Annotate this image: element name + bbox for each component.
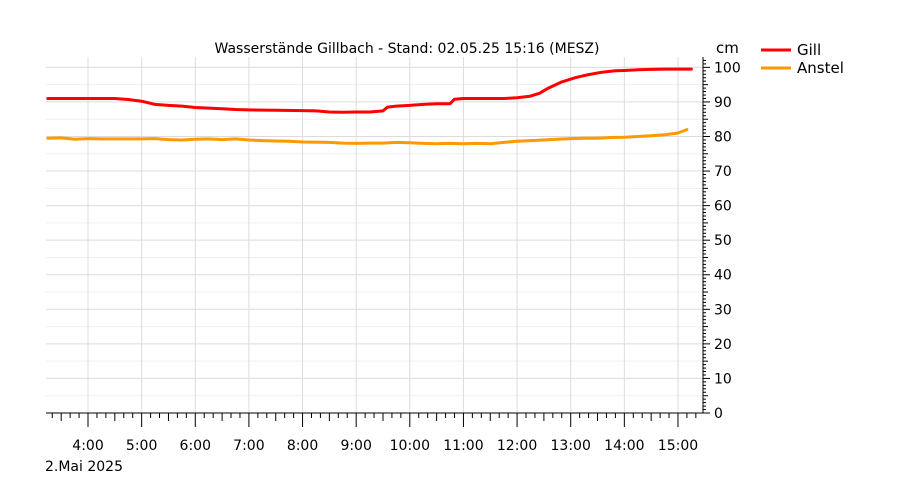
legend-label-gill: Gill bbox=[797, 41, 821, 59]
y-tick-label: 60 bbox=[714, 199, 732, 215]
legend-label-anstel: Anstel bbox=[797, 59, 844, 77]
y-tick-label: 50 bbox=[714, 233, 732, 249]
grid bbox=[46, 57, 703, 413]
y-tick-label: 70 bbox=[714, 164, 732, 180]
y-tick-label: 30 bbox=[714, 302, 732, 318]
y-tick-label: 100 bbox=[714, 60, 741, 76]
x-tick-label: 5:00 bbox=[126, 438, 157, 454]
x-tick-label: 13:00 bbox=[551, 438, 591, 454]
y-tick-label: 0 bbox=[714, 406, 723, 422]
x-tick-label: 10:00 bbox=[390, 438, 430, 454]
series-line-anstel bbox=[46, 128, 689, 146]
x-tick-label: 4:00 bbox=[72, 438, 103, 454]
x-tick-label: 11:00 bbox=[443, 438, 483, 454]
x-tick-label: 15:00 bbox=[658, 438, 698, 454]
x-tick-label: 9:00 bbox=[340, 438, 371, 454]
x-tick-label: 7:00 bbox=[233, 438, 264, 454]
y-tick-label: 40 bbox=[714, 268, 732, 284]
chart-title: Wasserstände Gillbach - Stand: 02.05.25 … bbox=[215, 41, 600, 57]
x-tick-label: 6:00 bbox=[180, 438, 211, 454]
x-tick-label: 14:00 bbox=[604, 438, 644, 454]
y-tick-label: 90 bbox=[714, 95, 732, 111]
ticks: 0 10 20 30 40 50 60 70 80 90 100 4:00 5:00 6:00 7:00 8:… bbox=[51, 59, 741, 454]
x-tick-label: 8:00 bbox=[287, 438, 318, 454]
x-tick-label: 12:00 bbox=[497, 438, 537, 454]
y-tick-label: 10 bbox=[714, 371, 732, 387]
series-line-gill bbox=[46, 67, 693, 114]
y-tick-label: 20 bbox=[714, 337, 732, 353]
series bbox=[46, 67, 693, 146]
date-label: 2.Mai 2025 bbox=[45, 459, 123, 475]
y-axis-unit-label: cm bbox=[716, 39, 739, 57]
y-tick-label: 80 bbox=[714, 129, 732, 145]
